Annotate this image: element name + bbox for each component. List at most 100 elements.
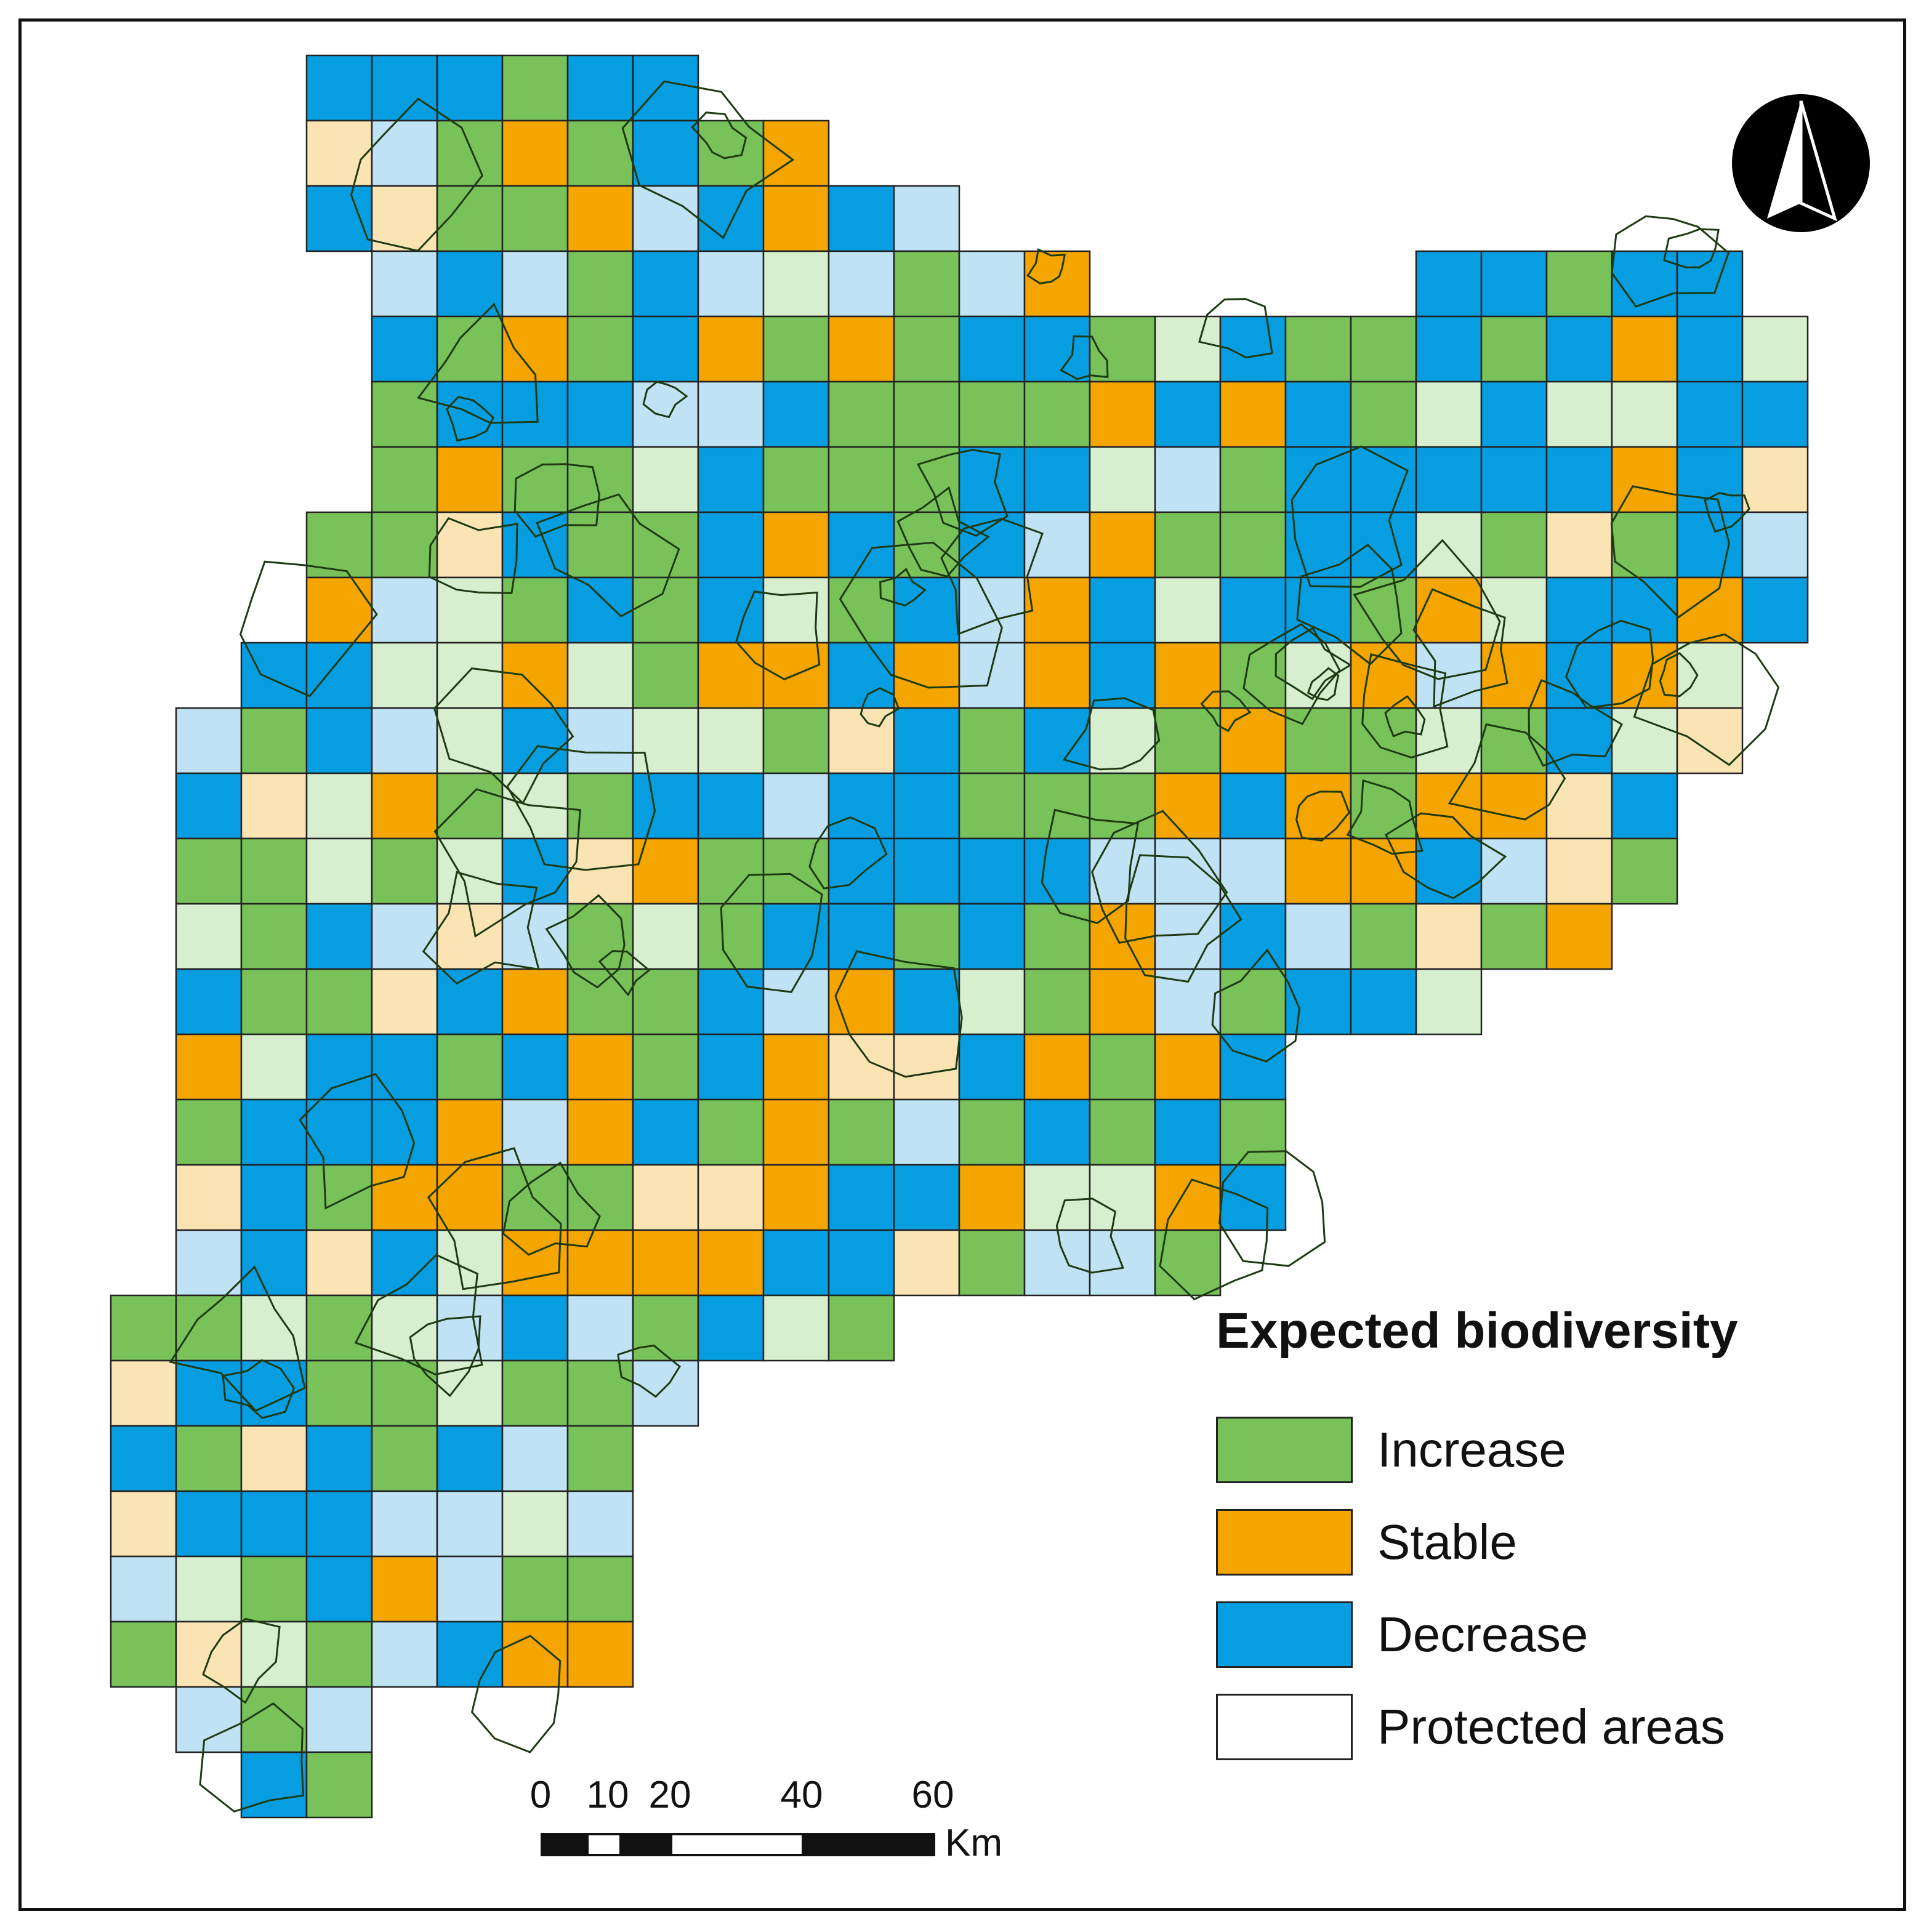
grid-cell-stable bbox=[1154, 772, 1222, 840]
grid-cell-increase bbox=[1219, 446, 1287, 513]
grid-cell-decrease-protected bbox=[175, 1229, 243, 1297]
grid-cell-decrease bbox=[958, 837, 1026, 905]
grid-cell-stable bbox=[1284, 837, 1352, 905]
grid-cell-decrease bbox=[1023, 446, 1091, 513]
protected-area-outline bbox=[416, 302, 539, 424]
legend-label-stable: Stable bbox=[1377, 1515, 1517, 1569]
grid-cell-stable-protected bbox=[1415, 903, 1483, 970]
grid-cell-increase bbox=[566, 772, 634, 840]
grid-cell-decrease bbox=[1611, 250, 1678, 318]
grid-cell-decrease-protected bbox=[828, 250, 895, 318]
grid-cell-decrease-protected bbox=[566, 1490, 634, 1558]
grid-cell-decrease bbox=[1415, 446, 1483, 513]
grid-cell-decrease-protected bbox=[893, 185, 960, 252]
grid-cell-decrease bbox=[828, 1229, 895, 1297]
grid-cells bbox=[110, 54, 1809, 1819]
grid-cell-decrease bbox=[893, 576, 960, 644]
grid-cell-decrease bbox=[1284, 446, 1352, 513]
grid-cell-increase-protected bbox=[1154, 315, 1222, 383]
grid-cell-decrease bbox=[1415, 837, 1483, 905]
grid-cell-increase-protected bbox=[501, 1490, 569, 1558]
grid-cell-increase bbox=[501, 446, 569, 513]
grid-cell-increase bbox=[566, 511, 634, 579]
grid-cell-decrease bbox=[436, 1620, 504, 1688]
grid-cell-increase bbox=[305, 1164, 373, 1231]
grid-cell-increase bbox=[762, 837, 830, 905]
grid-cell-increase-protected bbox=[632, 903, 699, 970]
grid-cell-decrease bbox=[175, 1359, 243, 1427]
grid-cell-increase-protected bbox=[1089, 1164, 1156, 1231]
grid-cell-decrease bbox=[566, 380, 634, 448]
grid-cell-stable bbox=[697, 315, 765, 383]
grid-cell-stable bbox=[1154, 642, 1222, 709]
grid-cell-decrease bbox=[1350, 446, 1417, 513]
grid-cell-decrease bbox=[175, 968, 243, 1036]
grid-cell-stable bbox=[1480, 642, 1548, 709]
grid-cell-increase bbox=[371, 380, 438, 448]
grid-cell-increase bbox=[1480, 903, 1548, 970]
protected-area-outline bbox=[1291, 445, 1409, 588]
protected-area-outline bbox=[433, 788, 581, 938]
grid-cell-increase bbox=[1284, 707, 1352, 775]
protected-area-outline bbox=[1307, 667, 1340, 701]
grid-cell-increase bbox=[240, 837, 308, 905]
grid-cell-decrease bbox=[893, 1164, 960, 1231]
grid-cell-increase bbox=[175, 837, 243, 905]
grid-cell-decrease-protected bbox=[175, 707, 243, 775]
grid-cell-decrease bbox=[1480, 446, 1548, 513]
protected-area-outline bbox=[896, 486, 990, 578]
grid-cell-increase bbox=[566, 119, 634, 187]
grid-cell-decrease bbox=[305, 903, 373, 970]
protected-area-outline bbox=[1353, 539, 1501, 680]
grid-cell-increase bbox=[566, 968, 634, 1036]
protected-area-outline bbox=[1041, 808, 1140, 924]
protected-area-outline bbox=[642, 380, 688, 419]
grid-cell-decrease bbox=[305, 1490, 373, 1558]
scale-segment-2 bbox=[586, 1833, 622, 1856]
grid-cell-decrease-protected bbox=[1089, 837, 1156, 905]
protected-area-outline bbox=[506, 745, 656, 871]
protected-area-outline bbox=[1296, 544, 1403, 666]
protected-area-outline bbox=[598, 950, 651, 997]
scale-segment-4 bbox=[670, 1833, 804, 1856]
grid-cell-stable bbox=[762, 1033, 830, 1101]
grid-cell-increase bbox=[566, 1359, 634, 1427]
grid-cell-decrease bbox=[1676, 380, 1744, 448]
north-arrow-icon bbox=[1732, 94, 1870, 232]
grid-cell-increase bbox=[436, 119, 504, 187]
grid-cell-decrease bbox=[828, 903, 895, 970]
grid-cell-decrease bbox=[305, 1033, 373, 1101]
protected-area-outline bbox=[299, 1073, 416, 1210]
grid-cell-decrease bbox=[1480, 380, 1548, 448]
scale-unit: Km bbox=[945, 1822, 1002, 1864]
grid-cell-increase bbox=[371, 511, 438, 579]
grid-cell-increase bbox=[762, 446, 830, 513]
grid-cell-decrease-protected bbox=[436, 1490, 504, 1558]
grid-cell-decrease bbox=[305, 1425, 373, 1492]
scale-tick-60: 60 bbox=[911, 1774, 954, 1816]
grid-cell-increase bbox=[697, 903, 765, 970]
grid-cell-decrease bbox=[697, 185, 765, 252]
grid-cell-decrease bbox=[697, 1033, 765, 1101]
grid-cell-increase-protected bbox=[436, 642, 504, 709]
grid-cell-increase-protected bbox=[1611, 707, 1678, 775]
grid-cell-increase bbox=[436, 772, 504, 840]
protected-area-outline bbox=[199, 1702, 305, 1813]
grid-cell-increase bbox=[371, 446, 438, 513]
grid-cell-increase-protected bbox=[240, 1033, 308, 1101]
grid-cell-increase bbox=[762, 707, 830, 775]
legend-item-increase: Increase bbox=[1216, 1415, 1832, 1484]
grid-cell-stable bbox=[1089, 903, 1156, 970]
grid-cell-increase bbox=[175, 1294, 243, 1362]
protected-area-outline bbox=[202, 1617, 281, 1704]
grid-cell-increase bbox=[697, 1098, 765, 1166]
grid-cell-stable bbox=[1219, 707, 1287, 775]
grid-cell-stable-protected bbox=[371, 968, 438, 1036]
grid-cell-decrease bbox=[566, 576, 634, 644]
grid-cell-increase bbox=[240, 903, 308, 970]
grid-cell-stable bbox=[1219, 380, 1287, 448]
protected-area-outline bbox=[735, 590, 821, 680]
grid-cell-stable bbox=[697, 1229, 765, 1297]
grid-cell-decrease bbox=[566, 54, 634, 122]
grid-cell-increase bbox=[762, 315, 830, 383]
